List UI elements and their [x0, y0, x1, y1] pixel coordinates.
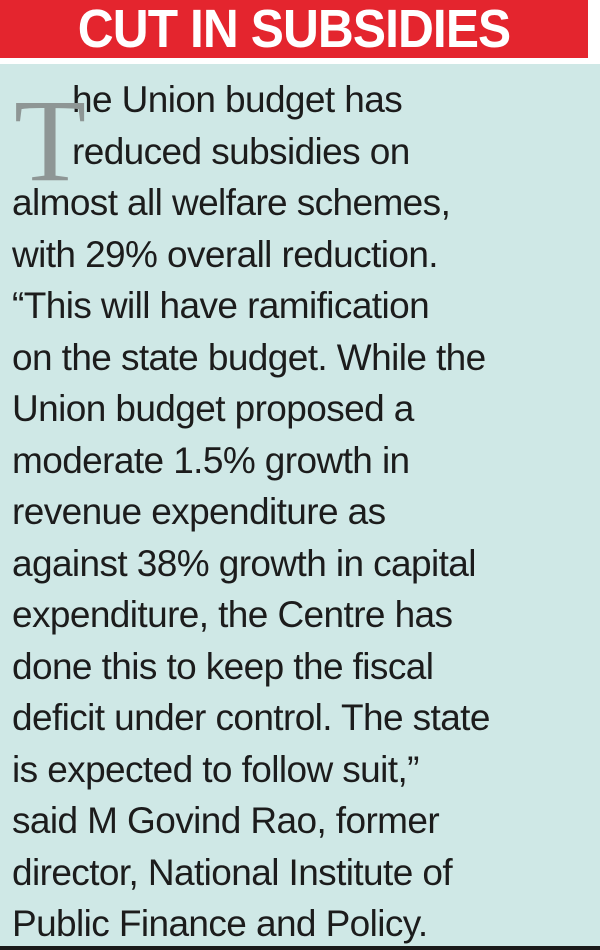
headline-box: CUT IN SUBSIDIES — [0, 0, 588, 58]
headline-strip: CUT IN SUBSIDIES — [0, 0, 600, 64]
body-line: almost all welfare schemes, — [12, 182, 451, 223]
body-line: director, National Institute of — [12, 851, 453, 893]
body-line: is expected to follow suit,” — [12, 748, 419, 790]
body-line: said M Govind Rao, former — [12, 800, 440, 841]
body-line: on the state budget. While the — [12, 336, 486, 378]
headline: CUT IN SUBSIDIES — [77, 0, 511, 59]
body-line: Public Finance and Policy. — [12, 903, 428, 944]
body-line: moderate 1.5% growth in — [12, 439, 410, 481]
body-line: “This will have ramification — [12, 285, 430, 326]
body-line: reduced subsidies on — [72, 130, 410, 172]
body-line: against 38% growth in capital — [12, 542, 476, 584]
body-line: expenditure, the Centre has — [12, 594, 453, 635]
article-body: T he Union budget has reduced subsidies … — [12, 74, 592, 950]
body-line: deficit under control. The state — [12, 697, 490, 738]
body-line: he Union budget has — [72, 79, 403, 120]
drop-cap: T — [14, 75, 86, 206]
body-line: done this to keep the fiscal — [12, 645, 434, 687]
body-line: revenue expenditure as — [12, 491, 386, 532]
body-line: Union budget proposed a — [12, 388, 414, 429]
body-line: with 29% overall reduction. — [12, 233, 439, 275]
